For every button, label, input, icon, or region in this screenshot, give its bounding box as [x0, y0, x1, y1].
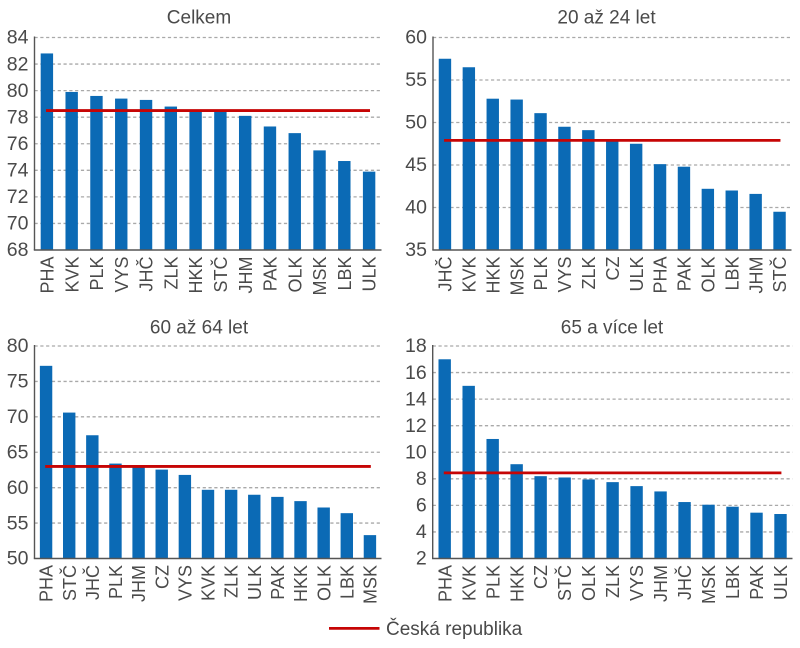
- svg-text:14: 14: [405, 388, 427, 410]
- svg-text:MSK: MSK: [507, 257, 527, 296]
- svg-text:ULK: ULK: [627, 257, 647, 292]
- svg-text:HKK: HKK: [291, 565, 311, 602]
- svg-text:PAK: PAK: [261, 257, 281, 292]
- svg-text:55: 55: [405, 69, 427, 91]
- svg-text:ULK: ULK: [245, 565, 265, 600]
- svg-text:40: 40: [405, 197, 427, 219]
- svg-text:STČ: STČ: [210, 256, 231, 292]
- svg-text:78: 78: [7, 106, 29, 128]
- svg-text:6: 6: [416, 495, 427, 517]
- svg-text:8: 8: [416, 468, 427, 490]
- svg-text:ZLK: ZLK: [603, 565, 623, 598]
- svg-text:75: 75: [7, 371, 29, 393]
- svg-text:LBK: LBK: [723, 565, 743, 599]
- svg-text:KVK: KVK: [199, 565, 219, 601]
- svg-text:ZLK: ZLK: [161, 257, 181, 290]
- svg-text:JHČ: JHČ: [82, 565, 103, 600]
- svg-text:PHA: PHA: [37, 257, 57, 294]
- svg-text:65 a více let: 65 a více let: [561, 318, 664, 339]
- svg-text:82: 82: [7, 53, 29, 75]
- svg-text:STČ: STČ: [769, 256, 790, 292]
- svg-text:LBK: LBK: [335, 257, 355, 291]
- svg-text:PAK: PAK: [675, 257, 695, 292]
- svg-text:MSK: MSK: [310, 257, 330, 296]
- svg-text:80: 80: [7, 335, 29, 357]
- svg-text:PLK: PLK: [531, 257, 551, 291]
- svg-text:60: 60: [405, 27, 427, 49]
- svg-text:VYS: VYS: [175, 565, 195, 601]
- svg-text:LBK: LBK: [337, 565, 357, 599]
- svg-text:2: 2: [416, 548, 427, 570]
- svg-text:JHM: JHM: [746, 257, 766, 294]
- svg-text:OLK: OLK: [314, 565, 334, 601]
- svg-text:KVK: KVK: [62, 257, 82, 293]
- svg-text:VYS: VYS: [112, 257, 132, 293]
- svg-text:76: 76: [7, 133, 29, 155]
- svg-text:ZLK: ZLK: [222, 565, 242, 598]
- svg-text:KVK: KVK: [459, 257, 479, 293]
- svg-text:CZ: CZ: [531, 565, 551, 589]
- svg-text:OLK: OLK: [285, 257, 305, 293]
- svg-text:JHČ: JHČ: [674, 565, 695, 600]
- svg-text:CZ: CZ: [603, 257, 623, 281]
- svg-text:35: 35: [405, 239, 427, 261]
- svg-text:MSK: MSK: [361, 565, 381, 604]
- svg-text:60: 60: [7, 477, 29, 499]
- svg-text:HKK: HKK: [507, 565, 527, 602]
- svg-text:HKK: HKK: [186, 257, 206, 294]
- svg-text:PHA: PHA: [651, 257, 671, 294]
- svg-text:ZLK: ZLK: [579, 257, 599, 290]
- svg-text:PAK: PAK: [747, 565, 767, 600]
- svg-text:55: 55: [7, 512, 29, 534]
- svg-text:JHČ: JHČ: [435, 257, 456, 292]
- svg-text:20 až 24 let: 20 až 24 let: [557, 8, 656, 29]
- svg-text:50: 50: [7, 548, 29, 570]
- svg-text:HKK: HKK: [483, 256, 503, 293]
- svg-text:PLK: PLK: [106, 565, 126, 599]
- svg-text:10: 10: [405, 441, 427, 463]
- svg-text:STČ: STČ: [554, 565, 575, 601]
- svg-text:65: 65: [7, 441, 29, 463]
- svg-text:60 až 64 let: 60 až 64 let: [150, 318, 249, 339]
- svg-text:PLK: PLK: [483, 565, 503, 599]
- svg-text:KVK: KVK: [459, 565, 479, 601]
- svg-text:VYS: VYS: [627, 565, 647, 601]
- svg-text:JHM: JHM: [236, 257, 256, 294]
- svg-text:18: 18: [405, 335, 427, 357]
- svg-text:16: 16: [405, 362, 427, 384]
- svg-text:MSK: MSK: [699, 565, 719, 604]
- svg-text:70: 70: [7, 406, 29, 428]
- svg-text:JHČ: JHČ: [136, 257, 157, 292]
- svg-text:68: 68: [7, 239, 29, 261]
- svg-text:PAK: PAK: [268, 565, 288, 600]
- svg-text:LBK: LBK: [722, 257, 742, 291]
- svg-text:Celkem: Celkem: [167, 8, 231, 29]
- svg-text:84: 84: [7, 27, 29, 49]
- svg-text:80: 80: [7, 80, 29, 102]
- svg-text:12: 12: [405, 415, 427, 437]
- svg-text:PLK: PLK: [87, 257, 107, 291]
- svg-text:CZ: CZ: [152, 565, 172, 589]
- svg-text:VYS: VYS: [555, 257, 575, 293]
- svg-text:PHA: PHA: [435, 565, 455, 602]
- svg-text:50: 50: [405, 112, 427, 134]
- svg-text:OLK: OLK: [698, 257, 718, 293]
- svg-text:ULK: ULK: [360, 257, 380, 292]
- svg-text:STČ: STČ: [59, 565, 80, 601]
- svg-text:PHA: PHA: [37, 565, 57, 602]
- svg-text:JHM: JHM: [651, 565, 671, 602]
- svg-text:ULK: ULK: [771, 565, 791, 600]
- svg-text:JHM: JHM: [129, 565, 149, 602]
- svg-text:70: 70: [7, 213, 29, 235]
- svg-text:OLK: OLK: [579, 565, 599, 601]
- svg-text:45: 45: [405, 154, 427, 176]
- svg-text:4: 4: [416, 521, 427, 543]
- svg-text:Česká republika: Česká republika: [386, 618, 523, 640]
- svg-text:72: 72: [7, 186, 29, 208]
- svg-text:74: 74: [7, 160, 29, 182]
